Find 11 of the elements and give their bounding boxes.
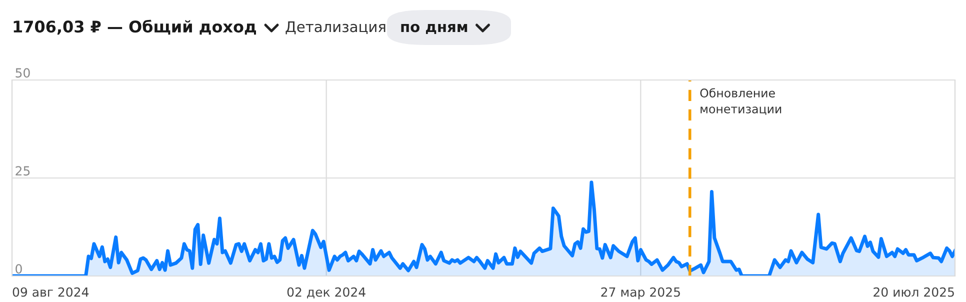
x-tick-label: 02 дек 2024: [287, 287, 366, 298]
y-tick-label: 25: [16, 166, 30, 176]
x-tick-label: 09 авг 2024: [12, 287, 89, 297]
x-tick-label: 20 июл 2025: [874, 287, 954, 297]
text: Детализация: [286, 21, 386, 34]
x-tick-label: 27 мар 2025: [601, 287, 680, 300]
text: по дням: [401, 24, 468, 34]
y-tick-label: 0: [16, 264, 22, 274]
y-tick-label: 50: [16, 68, 30, 78]
ref-line-label: Обновление монетизации: [700, 88, 782, 115]
chart-title: 1706,03 ₽ — Общий доход: [14, 20, 256, 35]
